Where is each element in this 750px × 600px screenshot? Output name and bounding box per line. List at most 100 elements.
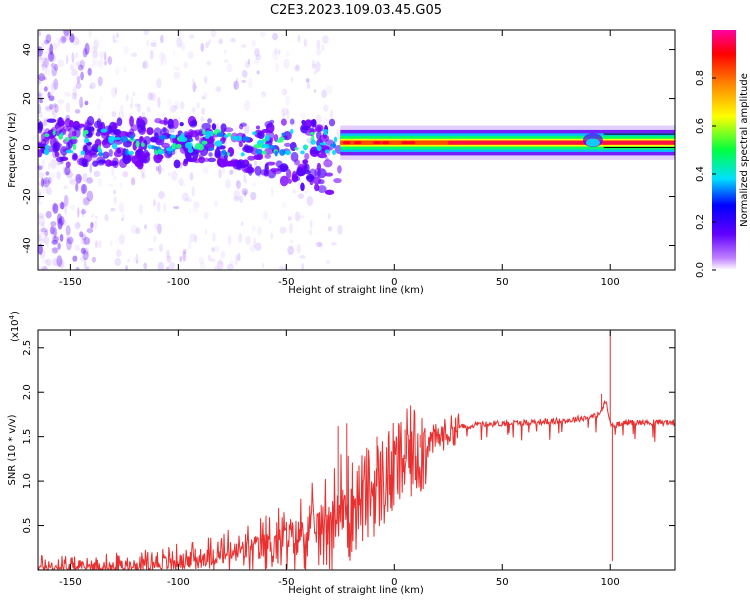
noise-cell: [89, 82, 96, 90]
band-cell: [302, 126, 311, 131]
noise-cell: [183, 61, 188, 69]
band-cell: [189, 130, 199, 138]
band-cell: [333, 136, 338, 143]
noise-cell: [225, 178, 231, 189]
noise-cell: [159, 167, 165, 174]
noise-cell: [226, 63, 233, 73]
noise-cell: [173, 71, 181, 79]
band-cell: [38, 122, 43, 134]
noise-cell: [159, 51, 165, 63]
noise-cell: [180, 42, 186, 51]
noise-cell: [43, 76, 47, 81]
noise-cell: [234, 254, 238, 266]
noise-cell: [206, 60, 211, 66]
spectrogram-panel: -150 -100 -50 0 50 100 -40 -20 0 20 40 Height of …: [7, 29, 676, 296]
noise-cell: [57, 217, 63, 230]
noise-cell: [290, 239, 293, 245]
noise-cell: [39, 238, 46, 243]
noise-cell: [182, 248, 187, 255]
band-cell: [84, 137, 90, 144]
noise-cell: [56, 213, 62, 224]
band-cell: [306, 173, 315, 183]
band-cell: [214, 147, 221, 158]
noise-cell: [316, 39, 321, 50]
band-cell: [165, 147, 174, 152]
band-cell: [332, 149, 337, 155]
noise-cell: [213, 266, 220, 270]
noise-cell: [233, 80, 240, 91]
noise-cell: [41, 221, 45, 232]
noise-cell: [121, 217, 124, 222]
band-cell: [261, 150, 267, 155]
band-cell: [585, 138, 600, 147]
noise-cell: [64, 132, 69, 138]
noise-cell: [38, 75, 45, 82]
band-cell: [153, 152, 163, 164]
y-tick-label: 1.0: [22, 473, 33, 489]
noise-cell: [244, 190, 247, 198]
noise-cell: [297, 34, 301, 43]
band-cell: [185, 151, 192, 162]
noise-cell: [47, 91, 51, 99]
noise-cell: [315, 48, 322, 56]
noise-cell: [41, 266, 48, 270]
noise-cell: [96, 103, 101, 110]
noise-cell: [237, 253, 241, 261]
noise-cell: [210, 30, 217, 38]
noise-cell: [287, 245, 295, 256]
snr-x-label: Height of straight line (km): [288, 585, 424, 596]
noise-cell: [211, 246, 215, 253]
noise-cell: [294, 211, 301, 222]
noise-cell: [204, 229, 208, 235]
noise-cell: [51, 239, 58, 245]
noise-cell: [208, 39, 211, 45]
band-cell: [277, 164, 288, 172]
noise-cell: [98, 59, 104, 69]
noise-cell: [86, 177, 94, 184]
band-cell: [179, 122, 184, 127]
noise-cell: [45, 171, 50, 176]
band-cell: [100, 128, 108, 133]
noise-cell: [45, 210, 52, 219]
noise-cell: [147, 92, 153, 101]
band-cell: [70, 136, 78, 140]
noise-cell: [41, 60, 45, 71]
noise-cell: [119, 182, 123, 189]
snr-panel: -150 -100 -50 0 50 100 0.5 1.0 1.5 2.0 2.5 Height…: [7, 311, 676, 596]
noise-cell: [188, 239, 192, 250]
noise-cell: [162, 113, 166, 119]
band-cell: [304, 119, 313, 129]
band-cell: [102, 151, 110, 159]
band-cell: [242, 145, 252, 153]
band-cell: [72, 125, 82, 131]
noise-cell: [51, 104, 56, 115]
band-cell: [80, 150, 86, 156]
band-cell: [319, 142, 327, 146]
noise-cell: [38, 220, 42, 231]
noise-cell: [65, 54, 69, 65]
noise-cell: [63, 30, 70, 37]
noise-cell: [51, 66, 57, 77]
noise-cell: [259, 31, 266, 38]
band-cell: [234, 135, 242, 142]
noise-cell: [110, 87, 117, 98]
noise-cell: [82, 197, 90, 206]
noise-cell: [244, 178, 248, 185]
noise-cell: [98, 178, 103, 187]
band-cell: [273, 133, 279, 143]
noise-cell: [229, 259, 234, 267]
band-cell: [137, 116, 143, 127]
noise-cell: [91, 57, 96, 69]
noise-cell: [135, 253, 139, 262]
noise-cell: [50, 53, 57, 63]
band-cell: [207, 157, 217, 163]
band-cell: [147, 144, 152, 150]
noise-cell: [297, 193, 305, 199]
band-cell: [52, 129, 56, 136]
band-cell: [108, 148, 113, 157]
noise-cell: [168, 262, 176, 270]
noise-cell: [143, 262, 148, 270]
band-cell: [314, 124, 324, 132]
band-cell: [261, 143, 270, 149]
noise-cell: [284, 95, 291, 106]
